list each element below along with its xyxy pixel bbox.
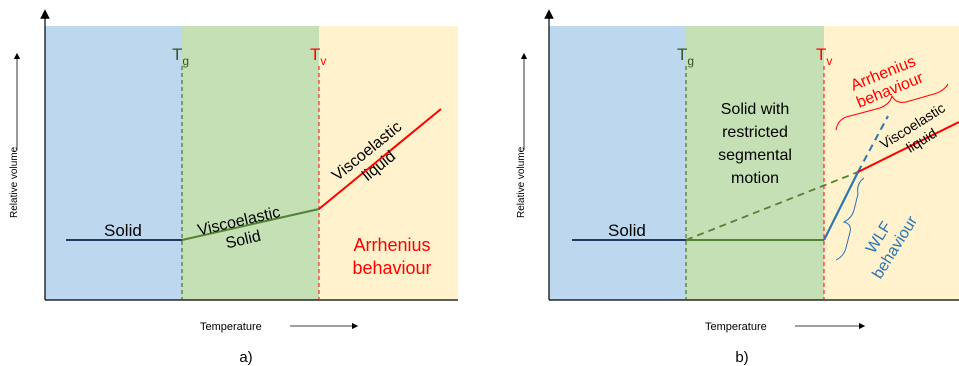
solid-label: Solid <box>104 221 142 240</box>
viscoelastic-solid-region <box>182 26 319 300</box>
restricted-motion-region <box>686 26 824 300</box>
x-axis-title: Temperature <box>200 321 262 333</box>
tg-label: Tg <box>172 45 189 68</box>
restricted-label-3: segmental <box>718 147 792 164</box>
viscoelastic-liquid-curve <box>318 108 442 210</box>
restricted-label-2: restricted <box>722 124 788 141</box>
solid-region <box>45 26 182 300</box>
restricted-label-4: motion <box>731 170 779 187</box>
solid-label: Solid <box>608 221 646 240</box>
arrhenius-label-2: behaviour <box>352 258 431 278</box>
tg-label: Tg <box>677 45 694 68</box>
caption-b: b) <box>735 349 748 366</box>
tv-label: Tv <box>310 45 326 68</box>
wlf-curve <box>823 171 859 241</box>
y-axis-title: Relative volume <box>516 146 527 218</box>
wlf-brace <box>835 177 865 261</box>
viscoelastic-liquid-region <box>319 26 458 300</box>
caption-a: a) <box>239 349 252 366</box>
restricted-label-1: Solid with <box>721 101 789 118</box>
viscoelastic-liquid-curve <box>857 121 959 173</box>
extrapolated-dashed-curve <box>685 171 859 241</box>
arrhenius-dashed-curve <box>857 115 889 173</box>
panel-a: Tg Tv Solid Viscoelastic Solid Viscoelas… <box>9 9 458 366</box>
arrhenius-brace <box>835 83 949 131</box>
viscoelastic-solid-curve <box>181 208 320 241</box>
panel-b: Tg Tv Solid Solid with restricted segmen… <box>516 9 959 366</box>
y-axis-title: Relative volume <box>9 146 20 218</box>
arrhenius-label-1: Arrhenius <box>353 235 430 255</box>
viscoelastic-liquid-region <box>824 26 959 300</box>
tv-label: Tv <box>816 45 832 68</box>
solid-region <box>549 26 686 300</box>
x-axis-title: Temperature <box>705 321 767 333</box>
